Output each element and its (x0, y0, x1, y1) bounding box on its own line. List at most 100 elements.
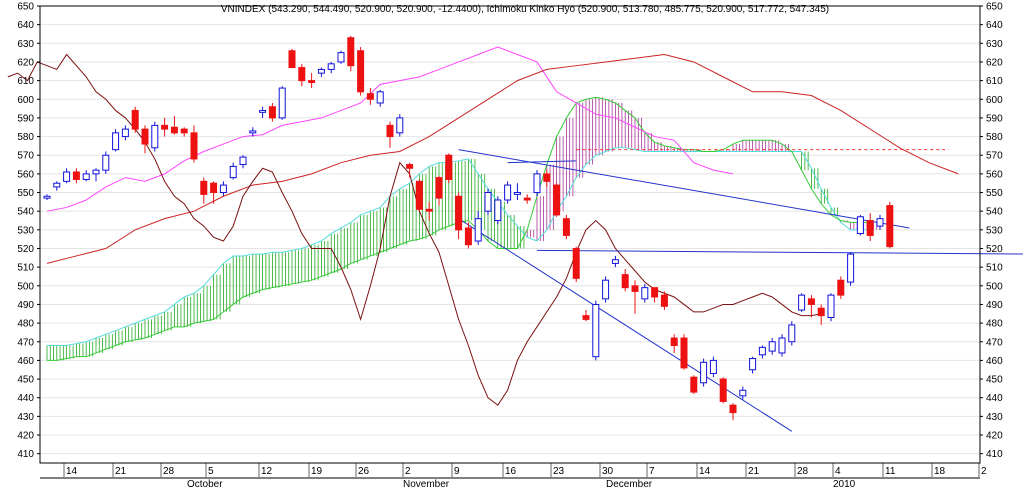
candle-body (553, 184, 561, 216)
candles (43, 35, 894, 421)
y-tick-label: 440 (986, 393, 1003, 404)
candle-body (249, 130, 257, 134)
candle-body (376, 91, 384, 104)
candle-body (435, 177, 443, 199)
candle-body (161, 124, 169, 130)
candle-body (445, 154, 453, 180)
y-tick-label: 540 (17, 207, 34, 218)
y-tick-label: 520 (17, 244, 34, 255)
candle-body (82, 173, 90, 180)
candle-body (298, 67, 306, 82)
candle-body (611, 259, 619, 264)
candle-body (200, 180, 208, 195)
candle-body (729, 404, 737, 414)
x-tick-label: 14 (66, 466, 78, 477)
y-tick-label: 560 (986, 169, 1003, 180)
candle-body (151, 124, 159, 149)
indicator-lines (7, 46, 959, 406)
candle-body (562, 218, 570, 236)
candle-body (709, 359, 717, 374)
y-tick-label: 540 (986, 207, 1003, 218)
y-tick-label: 470 (986, 337, 1003, 348)
candle-body (749, 358, 757, 371)
candle-body (513, 192, 521, 195)
y-tick-label: 510 (17, 263, 34, 274)
y-tick-label: 520 (986, 244, 1003, 255)
month-label: December (606, 479, 653, 490)
y-tick-label: 570 (17, 151, 34, 162)
y-tick-label: 410 (986, 449, 1003, 460)
candle-body (847, 253, 855, 283)
x-tick-label: 21 (115, 466, 127, 477)
candle-body (798, 294, 806, 311)
month-label: 2010 (833, 479, 856, 490)
candle-body (700, 361, 708, 384)
candle-body (680, 337, 688, 369)
candle-body (239, 156, 247, 166)
candle-body (876, 218, 884, 227)
candle-body (641, 287, 649, 300)
y-tick-label: 640 (986, 20, 1003, 31)
y-tick-label: 470 (17, 337, 34, 348)
trend-line (507, 160, 577, 164)
candle-body (837, 279, 845, 296)
candle-body (866, 220, 874, 236)
trend-line (458, 149, 910, 229)
y-tick-label: 440 (17, 393, 34, 404)
candle-body (268, 106, 276, 119)
chart-title: VNINDEX (543.290, 544.490, 520.900, 520.… (221, 4, 829, 15)
y-tick-label: 450 (986, 375, 1003, 386)
candle-body (425, 208, 433, 212)
x-axis: 14 21 28 5 12 19 26 2 9 16 23 30 7 14 21 28 4 11 18 2 Octobe… (40, 463, 987, 490)
candle-body (660, 294, 668, 307)
y-tick-label: 430 (986, 412, 1003, 423)
candle-body (631, 285, 639, 292)
trend-line (458, 218, 793, 432)
candle-body (259, 109, 267, 113)
x-tick-label: 26 (358, 466, 370, 477)
candle-body (180, 128, 188, 134)
y-tick-label: 580 (17, 132, 34, 143)
candle-body (719, 378, 727, 402)
candle-body (72, 171, 80, 180)
candle-body (43, 195, 51, 199)
y-tick-label: 610 (986, 76, 1003, 87)
candle-body (327, 63, 335, 70)
kumo-cloud (46, 96, 878, 361)
x-tick-label: 4 (835, 466, 841, 477)
candle-body (308, 80, 316, 83)
y-tick-label: 600 (986, 95, 1003, 106)
y-tick-label: 420 (17, 431, 34, 442)
x-tick-label: 16 (505, 466, 517, 477)
candle-body (572, 247, 580, 279)
y-tick-label: 570 (986, 151, 1003, 162)
candle-body (141, 128, 149, 145)
candle-body (406, 164, 414, 169)
candle-body (758, 346, 766, 356)
y-tick-label: 580 (986, 132, 1003, 143)
candle-body (474, 218, 482, 242)
candle-body (582, 315, 590, 320)
y-tick-label: 630 (17, 39, 34, 50)
candle-body (53, 182, 61, 188)
y-tick-label: 600 (17, 95, 34, 106)
candle-body (102, 154, 110, 171)
y-tick-label: 620 (986, 57, 1003, 68)
candle-body (229, 165, 237, 179)
candle-body (396, 117, 404, 134)
y-tick-label: 510 (986, 263, 1003, 274)
month-label: November (403, 479, 450, 490)
y-tick-label: 560 (17, 169, 34, 180)
y-tick-label: 410 (17, 449, 34, 460)
candle-body (131, 109, 139, 130)
candle-body (455, 195, 463, 231)
y-tick-label: 480 (986, 319, 1003, 330)
y-tick-label: 610 (17, 76, 34, 87)
x-tick-label: 7 (649, 466, 655, 477)
y-tick-label: 450 (17, 375, 34, 386)
y-tick-label: 620 (17, 57, 34, 68)
y-tick-label: 500 (17, 281, 34, 292)
y-tick-label: 640 (17, 20, 34, 31)
candle-body (621, 274, 629, 289)
